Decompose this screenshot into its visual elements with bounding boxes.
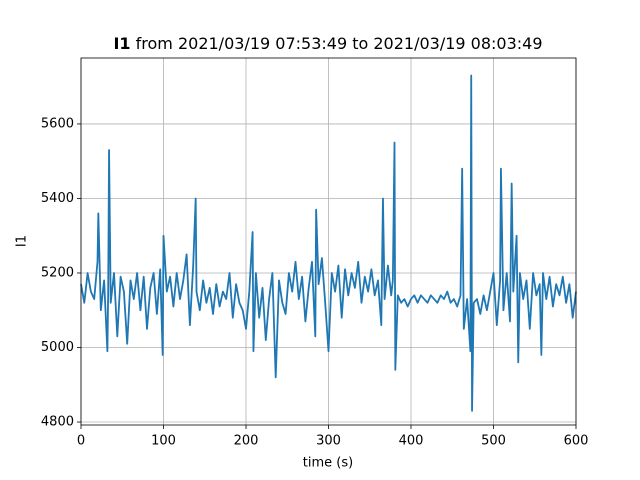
- x-tick-label: 100: [151, 434, 176, 449]
- y-tick-label: 5400: [41, 191, 74, 206]
- x-tick-label: 400: [399, 434, 424, 449]
- title-variable: I1: [113, 34, 130, 53]
- x-tick-label: 300: [316, 434, 341, 449]
- y-tick-label: 5000: [41, 340, 74, 355]
- y-tick-label: 4800: [41, 415, 74, 430]
- x-tick-label: 600: [564, 434, 589, 449]
- y-axis-label: I1: [15, 235, 30, 247]
- y-tick-label: 5600: [41, 116, 74, 131]
- data-line: [80, 74, 577, 412]
- x-axis-label: time (s): [303, 456, 353, 471]
- title-text: from 2021/03/19 07:53:49 to 2021/03/19 0…: [136, 34, 543, 53]
- chart-title: I1 from 2021/03/19 07:53:49 to 2021/03/1…: [113, 34, 542, 53]
- x-tick-label: 0: [77, 434, 85, 449]
- plot-frame: [80, 57, 577, 426]
- y-tick-label: 5200: [41, 265, 74, 280]
- x-tick-label: 200: [234, 434, 259, 449]
- x-tick-label: 500: [481, 434, 506, 449]
